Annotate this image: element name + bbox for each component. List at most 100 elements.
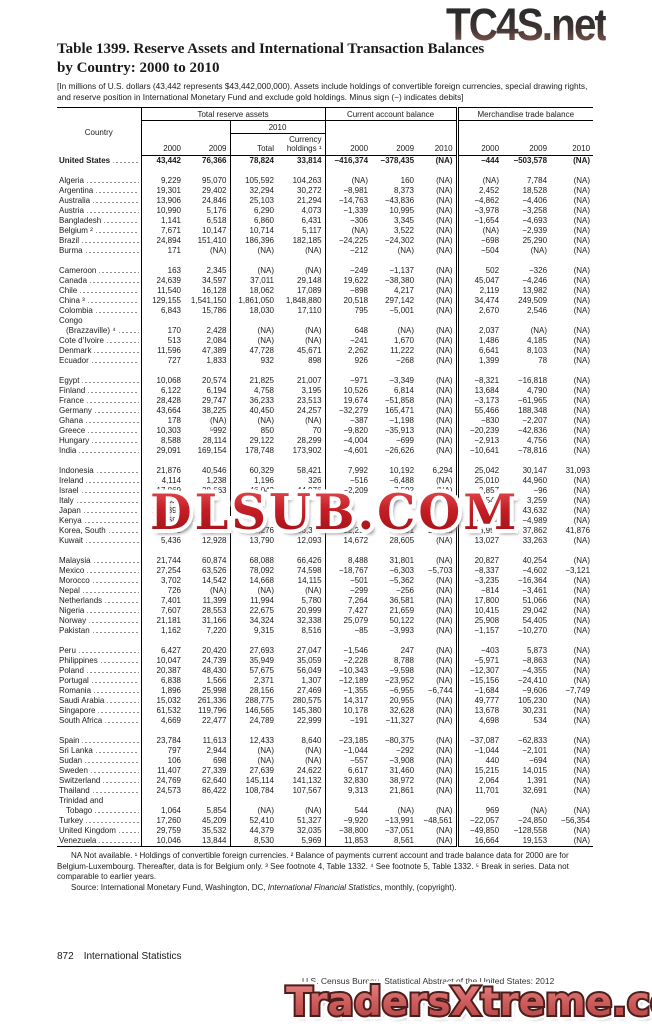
value-cell: (NA) (573, 826, 591, 835)
value-cell: −249 (324, 266, 372, 276)
spacer-row (57, 546, 593, 556)
value-cell: −191 (324, 716, 372, 726)
value-cell: (NA) (305, 756, 322, 765)
country-cell: France (57, 396, 141, 406)
value-cell: (NA) (436, 386, 453, 395)
value-cell: 4,185 (527, 336, 548, 345)
value-cell: 15,032 (140, 696, 184, 706)
value-cell: (NA) (229, 246, 277, 256)
leader-dots (80, 286, 139, 296)
value-cell: 31,460 (389, 766, 415, 775)
value-cell: 171 (140, 246, 184, 256)
value-cell: 727 (140, 356, 184, 366)
value-cell (502, 636, 550, 646)
value-cell: 3,522 (393, 226, 415, 235)
value-cell: 9,549 (455, 496, 503, 506)
country-cell: Norway (57, 616, 141, 626)
value-cell: 22,999 (297, 716, 322, 725)
value-cell: 2,064 (455, 776, 503, 786)
table-row: Norway 21,181 31,166 34,324 32,338 25,079 50,1… (57, 616, 593, 626)
value-cell: (NA) (436, 216, 453, 225)
value-cell: 25,010 (455, 476, 503, 486)
value-cell: −37,087 (455, 736, 503, 746)
value-cell: 6,814 (393, 386, 415, 395)
value-cell: 34,597 (202, 276, 227, 285)
value-cell: 8,103 (527, 346, 548, 355)
value-cell: −10,343 (324, 666, 372, 676)
value-cell (324, 456, 372, 466)
value-cell: 1,399 (455, 356, 503, 366)
table-row: Belgium ² 7,671 10,147 10,714 5,117 (NA) 3,522… (57, 226, 593, 236)
table-row: China ³ 129,155 1,541,150 1,861,050 1,848,88… (57, 296, 593, 306)
value-cell (324, 506, 372, 516)
value-cell: 28,605 (389, 536, 415, 545)
value-cell: 104,263 (292, 176, 322, 185)
value-cell: 297,142 (385, 296, 415, 305)
value-cell: 129,155 (140, 296, 184, 306)
footnotes: NA Not available. ¹ Holdings of converti… (57, 851, 593, 893)
bracket-note: [In millions of U.S. dollars (43,442 rep… (57, 81, 588, 102)
country-cell: Trinidad and (59, 796, 104, 805)
leader-dots (82, 376, 139, 386)
value-cell: (NA) (436, 486, 453, 495)
value-cell: 24,789 (229, 716, 277, 726)
value-cell: 1,833 (206, 356, 227, 365)
value-cell: 20,574 (202, 376, 227, 385)
value-cell: (NA) (573, 646, 591, 655)
value-cell: (NA) (229, 326, 277, 336)
value-cell: −56,354 (560, 816, 591, 825)
value-cell: (NA) (324, 226, 372, 236)
value-cell: 78 (538, 356, 548, 365)
value-cell (455, 316, 503, 326)
value-cell: −9,920 (324, 816, 372, 826)
value-cell: 648 (324, 326, 372, 336)
value-cell: 172,185 (197, 526, 227, 535)
value-cell: 105,230 (518, 696, 548, 705)
value-cell: 21,007 (297, 376, 322, 385)
value-cell: −12,189 (324, 676, 372, 686)
country-cell: Switzerland (57, 776, 141, 786)
value-cell: 25,103 (229, 196, 277, 206)
value-cell: 6,290 (229, 206, 277, 216)
page-title: Table 1399. Reserve Assets and Internati… (57, 40, 593, 78)
page-content: Table 1399. Reserve Assets and Internati… (57, 40, 594, 893)
value-cell: (NA) (436, 716, 453, 725)
table-row: Sweden 11,407 27,339 27,639 24,622 6,617 31,46… (57, 766, 593, 776)
value-cell: (NA) (305, 246, 322, 255)
value-cell: 22,477 (202, 716, 227, 725)
value-cell: 21,876 (140, 466, 184, 476)
value-cell: −15,156 (455, 676, 503, 686)
leader-dots (99, 266, 139, 276)
value-cell: −1,157 (455, 626, 503, 636)
value-cell: (NA) (305, 326, 322, 335)
value-cell: 18,528 (522, 186, 548, 195)
value-cell: (NA) (573, 306, 591, 315)
country-cell: Canada (57, 276, 141, 286)
value-cell: 7,671 (140, 226, 184, 236)
value-cell (455, 456, 503, 466)
leader-dots (89, 616, 139, 626)
value-cell (417, 636, 457, 646)
value-cell: 1,162 (140, 626, 184, 636)
spacer-row (57, 166, 593, 176)
value-cell: −2,209 (324, 486, 372, 496)
value-cell (324, 366, 372, 376)
value-cell: −8,981 (324, 186, 372, 196)
value-cell: −212 (324, 246, 372, 256)
table-row: Korea, South 73,781 172,185 189,276 186,312 1… (57, 526, 593, 536)
table-row: Algeria 9,229 95,070 105,592 104,263 (NA) 160(… (57, 176, 593, 186)
value-cell (371, 726, 417, 736)
value-cell: 21,659 (389, 606, 415, 615)
value-cell: −24,302 (384, 236, 415, 245)
value-cell: −128,558 (513, 826, 548, 835)
leader-dots (98, 706, 139, 716)
value-cell (140, 726, 184, 736)
value-cell: 16,954 (455, 526, 503, 536)
value-cell: −24,410 (517, 676, 548, 685)
leader-dots (108, 526, 139, 536)
value-cell: −32,279 (324, 406, 372, 416)
value-cell (455, 726, 503, 736)
value-cell: (NA) (573, 666, 591, 675)
country-cell: Belgium ² (57, 226, 141, 236)
value-cell: 21,181 (140, 616, 184, 626)
